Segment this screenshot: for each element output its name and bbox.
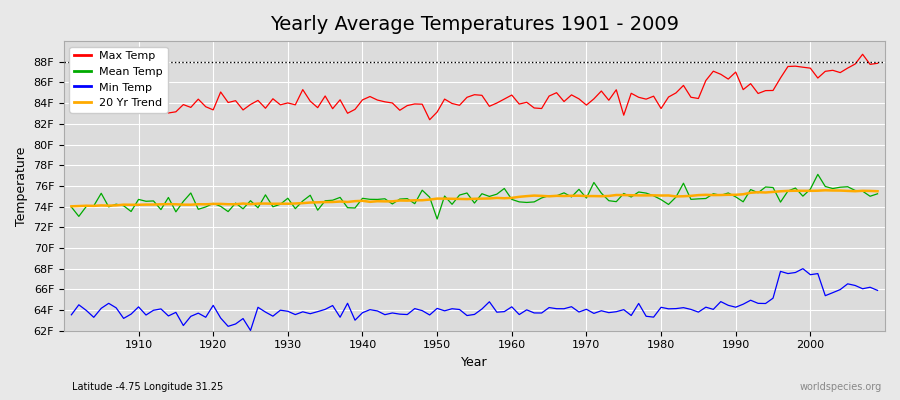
Text: Latitude -4.75 Longitude 31.25: Latitude -4.75 Longitude 31.25	[72, 382, 223, 392]
X-axis label: Year: Year	[461, 356, 488, 369]
Legend: Max Temp, Mean Temp, Min Temp, 20 Yr Trend: Max Temp, Mean Temp, Min Temp, 20 Yr Tre…	[69, 47, 167, 113]
Text: worldspecies.org: worldspecies.org	[800, 382, 882, 392]
Title: Yearly Average Temperatures 1901 - 2009: Yearly Average Temperatures 1901 - 2009	[270, 15, 679, 34]
Y-axis label: Temperature: Temperature	[15, 146, 28, 226]
